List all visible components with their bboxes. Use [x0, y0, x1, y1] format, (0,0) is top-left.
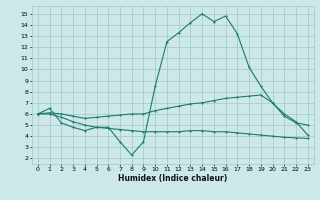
X-axis label: Humidex (Indice chaleur): Humidex (Indice chaleur): [118, 174, 228, 183]
